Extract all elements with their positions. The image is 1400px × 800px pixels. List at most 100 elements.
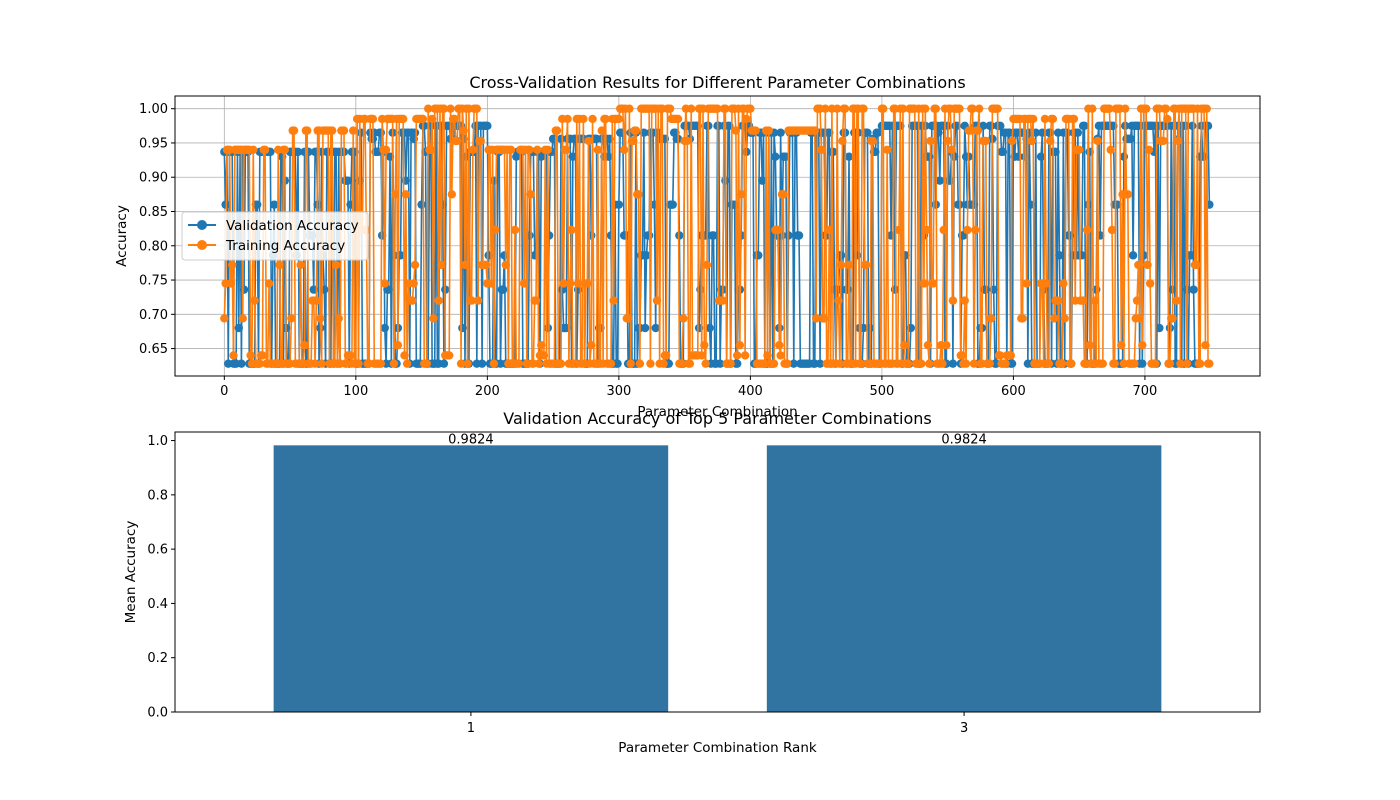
data-point	[1077, 251, 1087, 260]
data-point	[354, 359, 363, 368]
data-point	[687, 104, 696, 113]
data-point	[836, 260, 846, 270]
legend-entry-validation: Validation Accuracy	[188, 218, 359, 234]
data-point	[629, 136, 638, 146]
data-point	[468, 145, 478, 155]
data-point	[533, 145, 542, 155]
data-point	[1090, 296, 1100, 305]
x-tick-label: 100	[343, 384, 368, 399]
y-tick-label: 0.80	[139, 239, 168, 254]
line-chart-frame	[174, 95, 1261, 377]
data-point	[317, 359, 326, 368]
data-point	[926, 136, 935, 146]
data-point	[1060, 314, 1069, 323]
bar-rank-3	[766, 445, 1162, 712]
data-point	[955, 104, 964, 113]
data-point	[534, 359, 543, 368]
data-point	[1053, 296, 1063, 305]
data-point	[815, 359, 825, 368]
data-point	[811, 314, 821, 323]
data-point	[1145, 279, 1155, 288]
data-point	[904, 359, 913, 368]
data-point	[1142, 104, 1151, 113]
data-point	[1121, 104, 1130, 113]
data-point	[1042, 279, 1051, 288]
data-point	[613, 359, 622, 368]
data-point	[1028, 114, 1038, 124]
data-point	[400, 351, 409, 360]
data-point	[237, 359, 246, 368]
data-point	[579, 114, 588, 124]
data-point	[677, 359, 687, 368]
data-point	[417, 200, 426, 209]
data-point	[458, 323, 467, 333]
data-point	[1182, 359, 1192, 368]
data-point	[1022, 279, 1031, 288]
data-point	[1161, 104, 1171, 113]
data-point	[969, 200, 979, 209]
data-point	[868, 136, 877, 146]
data-point	[410, 128, 420, 137]
y-tick-label: 0.4	[147, 597, 168, 612]
y-tick-label: 0.0	[147, 706, 168, 721]
legend-box	[181, 211, 369, 261]
data-point	[1151, 359, 1160, 368]
data-point	[531, 296, 541, 305]
data-point	[969, 359, 979, 368]
data-point	[840, 104, 850, 113]
data-point	[562, 145, 571, 155]
data-point	[473, 296, 483, 305]
data-point	[1040, 114, 1050, 124]
data-point	[543, 145, 553, 155]
data-point	[249, 145, 258, 155]
data-point	[255, 359, 265, 368]
data-point	[588, 114, 597, 124]
data-point	[935, 176, 944, 185]
data-point	[472, 104, 482, 113]
data-point	[981, 136, 990, 146]
data-point	[917, 359, 926, 368]
data-point	[873, 128, 883, 137]
data-point	[1055, 251, 1064, 260]
data-point	[1001, 359, 1010, 368]
data-point	[859, 104, 868, 113]
data-point	[439, 359, 449, 368]
data-point	[368, 114, 378, 124]
data-point	[439, 104, 449, 113]
line-chart-title: Cross-Validation Results for Different P…	[469, 73, 965, 92]
data-point	[821, 104, 830, 113]
data-point	[349, 126, 358, 135]
data-point	[771, 152, 780, 161]
data-point	[769, 359, 779, 368]
data-point	[437, 260, 446, 270]
data-point	[614, 200, 624, 209]
data-point	[838, 136, 847, 146]
data-point	[754, 251, 763, 260]
x-tick-label: 3	[960, 721, 968, 736]
data-point	[640, 323, 650, 333]
data-point	[863, 128, 872, 137]
data-point	[567, 225, 576, 235]
data-point	[1123, 190, 1133, 199]
data-point	[701, 359, 710, 368]
data-point	[923, 340, 933, 350]
line-chart-y-axis-label: Accuracy	[114, 205, 130, 267]
data-point	[447, 190, 457, 199]
data-point	[1159, 136, 1168, 146]
data-point	[843, 285, 852, 294]
data-point	[764, 126, 773, 135]
data-point	[601, 114, 610, 124]
data-point	[1006, 351, 1015, 360]
data-point	[339, 126, 349, 135]
x-tick-label: 400	[738, 384, 763, 399]
data-point	[418, 114, 428, 124]
data-point	[938, 359, 947, 368]
y-tick-label: 0.70	[139, 308, 168, 323]
data-point	[467, 296, 476, 305]
data-point	[819, 314, 829, 323]
data-point	[900, 340, 909, 350]
data-point	[736, 190, 746, 199]
data-point	[1205, 359, 1214, 368]
data-point	[773, 225, 783, 235]
